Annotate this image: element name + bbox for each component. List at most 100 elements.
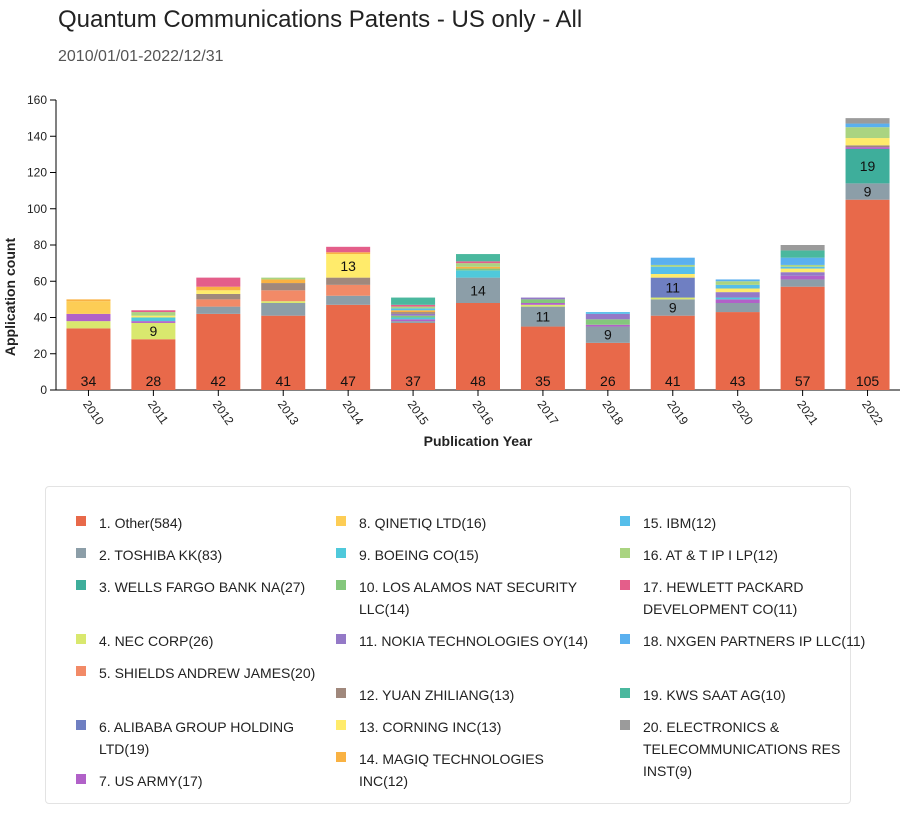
bar-segment[interactable] <box>650 257 695 265</box>
bar-segment[interactable] <box>326 284 371 296</box>
bar-segment[interactable] <box>845 118 890 124</box>
bar-segment[interactable] <box>196 299 241 307</box>
bar-segment[interactable] <box>66 299 111 302</box>
bar-segment[interactable] <box>845 199 890 390</box>
bar-segment[interactable] <box>456 277 500 303</box>
bar-segment[interactable] <box>520 326 565 390</box>
bar-segment[interactable] <box>456 254 500 262</box>
bar-segment[interactable] <box>391 321 436 323</box>
bar-segment[interactable] <box>326 295 371 305</box>
bar-segment[interactable] <box>456 266 500 269</box>
bar-segment[interactable] <box>391 310 436 313</box>
bar-segment[interactable] <box>520 303 565 305</box>
bar-segment[interactable] <box>715 284 760 289</box>
bar-segment[interactable] <box>391 315 436 318</box>
bar-segment[interactable] <box>131 315 176 318</box>
bar-segment[interactable] <box>780 250 825 258</box>
bar-segment[interactable] <box>650 274 695 278</box>
bar-segment[interactable] <box>456 263 500 267</box>
bar-segment[interactable] <box>456 268 500 271</box>
bar-segment[interactable] <box>780 272 825 276</box>
bar-segment[interactable] <box>196 293 241 300</box>
bar-segment[interactable] <box>715 281 760 285</box>
bar-segment[interactable] <box>585 342 630 390</box>
bar-segment[interactable] <box>391 304 436 307</box>
bar-segment[interactable] <box>391 313 436 316</box>
bar-segment[interactable] <box>131 322 176 340</box>
bar-segment[interactable] <box>780 279 825 287</box>
bar-segment[interactable] <box>261 279 306 284</box>
bar-segment[interactable] <box>261 277 306 280</box>
bar-segment[interactable] <box>780 275 825 280</box>
bar-segment[interactable] <box>261 301 306 303</box>
bar-segment[interactable] <box>131 310 176 313</box>
bar-segment[interactable] <box>780 264 825 267</box>
bar-segment[interactable] <box>261 303 306 316</box>
bar-segment[interactable] <box>391 319 436 322</box>
bar-segment[interactable] <box>520 306 565 327</box>
bar-segment[interactable] <box>261 315 306 390</box>
bar-segment[interactable] <box>196 290 241 294</box>
bar-segment[interactable] <box>326 254 371 278</box>
bar-segment[interactable] <box>845 183 890 200</box>
bar-segment[interactable] <box>650 266 695 274</box>
bar-segment[interactable] <box>845 147 890 149</box>
bar-segment[interactable] <box>845 138 890 146</box>
bar-segment[interactable] <box>326 277 371 285</box>
bar-segment[interactable] <box>131 312 176 316</box>
bar-segment[interactable] <box>715 279 760 282</box>
bar-segment[interactable] <box>196 313 241 390</box>
bar-segment[interactable] <box>650 297 695 300</box>
bar-segment[interactable] <box>780 257 825 265</box>
bar-segment[interactable] <box>326 246 371 253</box>
bar-segment[interactable] <box>196 277 241 287</box>
bar-segment[interactable] <box>196 306 241 314</box>
bar-segment[interactable] <box>261 283 306 291</box>
bar-segment[interactable] <box>585 312 630 314</box>
bar-segment[interactable] <box>456 303 500 390</box>
bar-segment[interactable] <box>715 303 760 313</box>
bar-segment[interactable] <box>715 288 760 293</box>
bar-segment[interactable] <box>715 299 760 303</box>
bar-segment[interactable] <box>845 148 890 184</box>
bar-segment[interactable] <box>520 304 565 307</box>
bar-segment[interactable] <box>66 301 111 314</box>
bar-segment[interactable] <box>196 286 241 291</box>
bar-segment[interactable] <box>780 266 825 269</box>
bar-segment[interactable] <box>391 317 436 320</box>
bar-segment[interactable] <box>326 252 371 255</box>
bar-segment[interactable] <box>456 270 500 278</box>
bar-segment[interactable] <box>391 312 436 314</box>
bar-segment[interactable] <box>845 123 890 128</box>
bar-segment[interactable] <box>780 286 825 390</box>
bar-segment[interactable] <box>131 317 176 322</box>
bar-segment[interactable] <box>845 145 890 148</box>
bar-segment[interactable] <box>66 328 111 390</box>
bar-segment[interactable] <box>261 290 306 302</box>
bar-segment[interactable] <box>391 322 436 390</box>
bar-segment[interactable] <box>456 261 500 264</box>
bar-segment[interactable] <box>585 319 630 325</box>
bar-segment[interactable] <box>650 299 695 316</box>
bar-segment[interactable] <box>520 299 565 303</box>
bar-segment[interactable] <box>650 315 695 390</box>
bar-segment[interactable] <box>131 321 176 323</box>
bar-segment[interactable] <box>650 264 695 267</box>
bar-segment[interactable] <box>326 304 371 390</box>
bar-segment[interactable] <box>391 306 436 309</box>
bar-segment[interactable] <box>650 277 695 298</box>
bar-segment[interactable] <box>66 321 111 329</box>
bar-segment[interactable] <box>715 297 760 300</box>
bar-segment[interactable] <box>520 297 565 300</box>
bar-segment[interactable] <box>585 324 630 327</box>
bar-segment[interactable] <box>715 292 760 298</box>
bar-segment[interactable] <box>780 245 825 251</box>
bar-segment[interactable] <box>585 326 630 343</box>
bar-segment[interactable] <box>585 313 630 320</box>
bar-segment[interactable] <box>391 308 436 311</box>
bar-segment[interactable] <box>131 339 176 390</box>
bar-segment[interactable] <box>66 313 111 322</box>
bar-segment[interactable] <box>780 268 825 273</box>
bar-segment[interactable] <box>715 312 760 390</box>
bar-segment[interactable] <box>845 127 890 139</box>
